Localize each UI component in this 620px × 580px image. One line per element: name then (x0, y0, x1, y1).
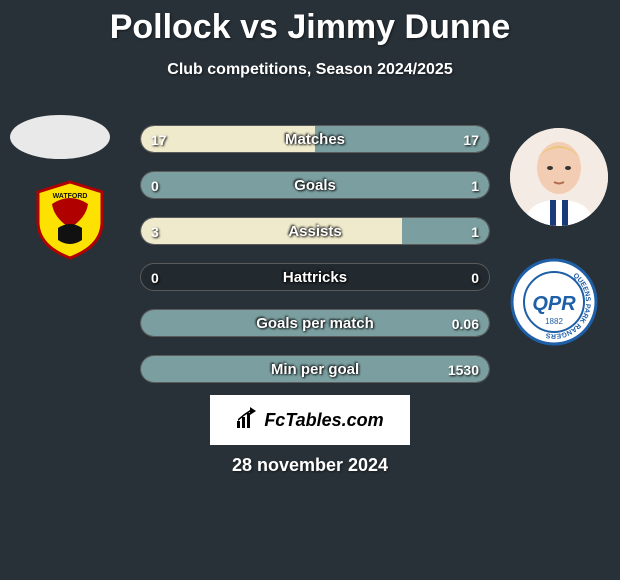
svg-text:1882: 1882 (545, 317, 563, 326)
stat-label: Goals (141, 172, 489, 199)
date-label: 28 november 2024 (0, 455, 620, 476)
stat-row: 1717Matches (140, 125, 490, 153)
footer-text: FcTables.com (264, 410, 383, 431)
watford-badge-icon: WATFORD (28, 178, 112, 262)
player2-club-badge: QUEENS PARK RANGERS QPR 1882 (510, 258, 598, 346)
player2-avatar-icon (510, 128, 608, 226)
stat-label: Assists (141, 218, 489, 245)
subtitle: Club competitions, Season 2024/2025 (0, 61, 620, 79)
stat-label: Min per goal (141, 356, 489, 383)
footer-attribution: FcTables.com (210, 395, 410, 445)
player2-photo (510, 128, 608, 226)
stat-row: 0.06Goals per match (140, 309, 490, 337)
player1-club-badge: WATFORD (28, 178, 112, 262)
stat-label: Matches (141, 126, 489, 153)
stat-row: 00Hattricks (140, 263, 490, 291)
stats-chart: 1717Matches 01Goals 31Assists 00Hattricks 0.… (140, 125, 490, 401)
svg-text:WATFORD: WATFORD (53, 193, 88, 200)
stat-label: Goals per match (141, 310, 489, 337)
player1-photo (10, 115, 110, 159)
qpr-badge-icon: QUEENS PARK RANGERS QPR 1882 (510, 258, 598, 346)
svg-text:QPR: QPR (532, 293, 576, 315)
stat-label: Hattricks (141, 264, 489, 291)
stat-row: 1530Min per goal (140, 355, 490, 383)
stat-row: 01Goals (140, 171, 490, 199)
fctables-logo-icon (236, 407, 258, 434)
stat-row: 31Assists (140, 217, 490, 245)
page-title: Pollock vs Jimmy Dunne (0, 0, 620, 47)
